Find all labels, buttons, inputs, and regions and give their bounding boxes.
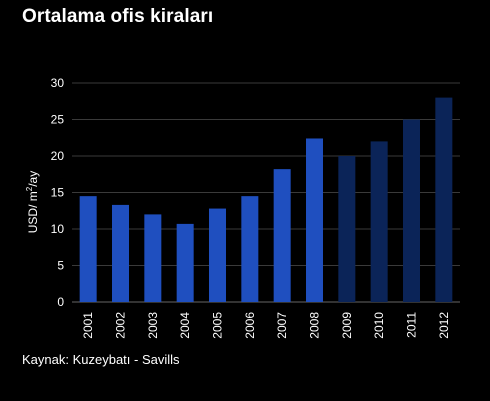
x-tick-label-2007: 2007 [275,312,289,339]
chart-title: Ortalama ofis kiraları [22,6,214,27]
x-tick-label-2005: 2005 [211,312,225,339]
bar-2010 [370,141,388,302]
x-axis-tick-labels: 2001 2002 2003 2004 2005 2006 2007 2008 2009 2010… [81,312,451,339]
y-axis-label: USD/ m2/ay [25,171,40,233]
y-tick-label-20: 20 [51,149,65,163]
bar-2012 [435,97,453,302]
y-tick-label-15: 15 [51,186,65,200]
y-axis-label-sup: 2 [25,186,34,191]
gridlines [72,82,460,303]
x-tick-label-2001: 2001 [81,312,95,339]
y-tick-label-30: 30 [51,76,65,90]
x-tick-label-2012: 2012 [437,312,451,339]
x-tick-label-2006: 2006 [243,312,257,339]
y-axis-label-suffix: /ay [26,171,40,187]
bar-2006 [241,196,259,302]
x-tick-label-2008: 2008 [308,312,322,339]
bar-2002 [112,204,129,302]
x-tick-label-2009: 2009 [340,312,354,339]
y-tick-label-10: 10 [51,222,65,236]
y-tick-label-5: 5 [57,259,64,273]
bar-2005 [209,208,226,302]
bar-2004 [176,223,194,302]
x-tick-label-2010: 2010 [372,312,386,339]
x-tick-label-2004: 2004 [178,312,192,339]
bars [79,97,453,302]
bar-2008 [306,138,323,302]
y-tick-label-0: 0 [57,295,64,309]
bar-2011 [403,119,420,302]
x-tick-label-2011: 2011 [405,312,419,338]
bar-2001 [79,196,97,302]
bar-2007 [273,169,291,302]
y-tick-label-25: 25 [51,113,65,127]
bar-2009 [338,156,356,302]
y-axis-tick-labels: 0 5 10 15 20 25 30 [51,76,65,309]
x-tick-label-2002: 2002 [114,312,128,339]
x-tick-label-2003: 2003 [146,312,160,339]
bar-2003 [144,214,162,302]
source-note: Kaynak: Kuzeybatı - Savills [22,352,180,367]
y-axis-label-base: USD/ m [26,191,40,233]
